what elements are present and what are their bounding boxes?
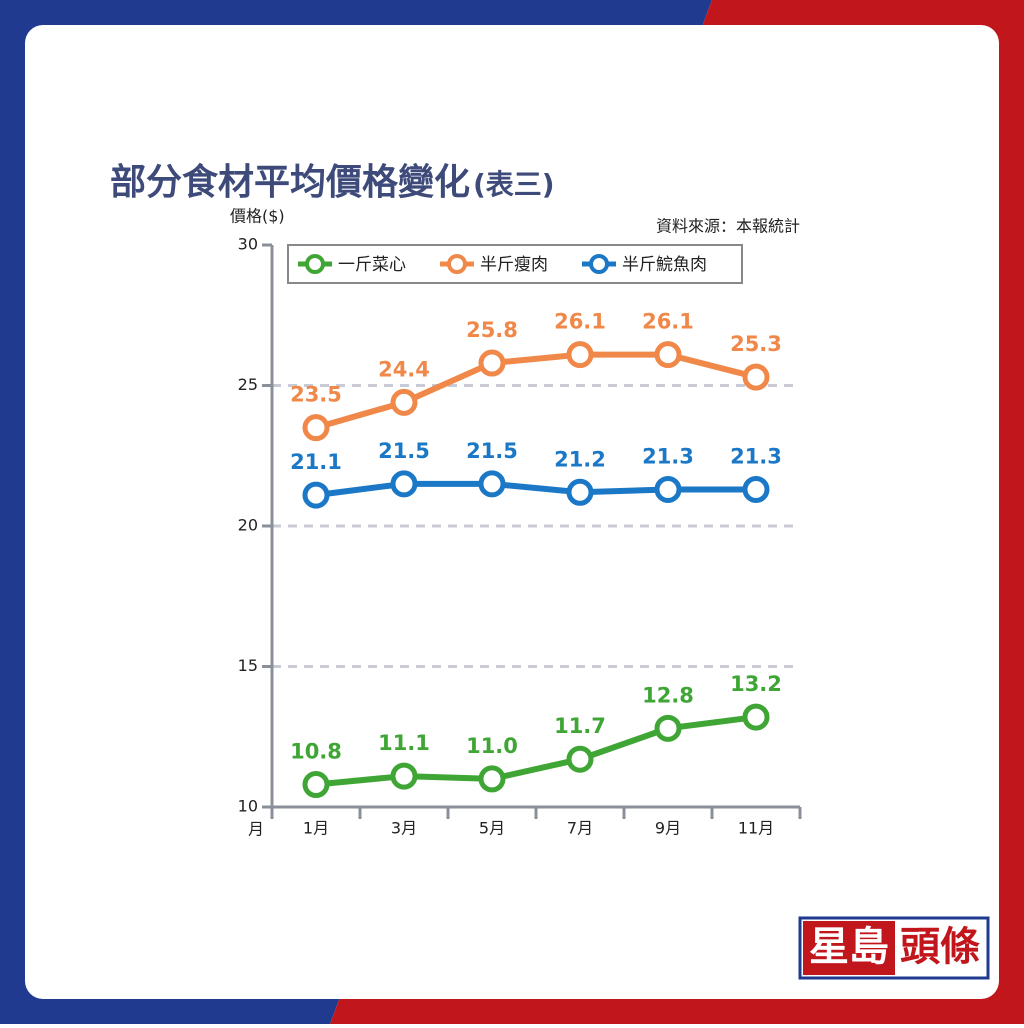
y-tick-label: 15 (238, 656, 258, 675)
data-point (654, 475, 682, 503)
x-axis-title: 月 (248, 820, 264, 839)
y-tick-label: 20 (238, 516, 258, 535)
data-point (566, 745, 594, 773)
logo: 星島 頭條 (798, 916, 990, 980)
chart-subtitle: (表三) (473, 168, 555, 201)
legend-label: 一斤菜心 (338, 255, 406, 275)
data-point (478, 765, 506, 793)
x-tick-label: 1月 (303, 819, 329, 838)
data-point (302, 414, 330, 442)
data-point (654, 714, 682, 742)
legend-label: 半斤鯇魚肉 (622, 255, 707, 275)
data-label: 24.4 (378, 357, 430, 381)
data-point (742, 703, 770, 731)
series-line (315, 480, 756, 499)
data-point (302, 771, 330, 799)
data-label: 11.7 (554, 714, 606, 738)
logo-right: 頭條 (900, 924, 980, 970)
x-tick-label: 3月 (391, 819, 417, 838)
data-label: 25.8 (466, 318, 518, 342)
data-label: 13.2 (730, 672, 782, 696)
legend-marker (447, 254, 467, 274)
data-label: 26.1 (642, 310, 694, 334)
x-tick-label: 5月 (479, 819, 505, 838)
logo-left: 星島 (809, 924, 889, 970)
data-label: 21.2 (554, 447, 606, 471)
legend-label: 半斤瘦肉 (480, 255, 548, 275)
data-label: 21.1 (290, 450, 342, 474)
data-label: 12.8 (642, 683, 694, 707)
data-point (478, 470, 506, 498)
y-tick-label: 25 (238, 375, 258, 394)
data-point (566, 478, 594, 506)
legend-marker (589, 254, 609, 274)
series-line (315, 351, 757, 431)
data-label: 21.3 (642, 444, 694, 468)
legend-box (287, 244, 743, 284)
data-point (654, 341, 682, 369)
y-tick-label: 10 (238, 797, 258, 816)
legend-marker (305, 254, 325, 274)
data-label: 23.5 (290, 383, 342, 407)
card (25, 25, 999, 999)
data-point (742, 475, 770, 503)
data-label: 25.3 (730, 332, 782, 356)
x-tick-label: 7月 (567, 819, 593, 838)
data-point (390, 762, 418, 790)
data-label: 21.5 (466, 439, 518, 463)
chart-title: 部分食材平均價格變化 (110, 162, 470, 203)
data-label: 10.8 (290, 740, 342, 764)
y-tick-label: 30 (238, 235, 258, 254)
data-point (478, 349, 506, 377)
data-label: 11.1 (378, 731, 430, 755)
data-label: 26.1 (554, 310, 606, 334)
x-tick-label: 9月 (655, 819, 681, 838)
source-note: 資料來源：本報統計 (656, 217, 800, 236)
data-label: 21.3 (730, 444, 782, 468)
y-axis-title: 價格($) (230, 207, 285, 226)
data-point (742, 363, 770, 391)
data-point (566, 341, 594, 369)
data-label: 11.0 (466, 734, 518, 758)
data-point (302, 481, 330, 509)
data-label: 21.5 (378, 439, 430, 463)
series-line (315, 714, 757, 788)
x-tick-label: 11月 (738, 819, 774, 838)
data-point (390, 388, 418, 416)
logo-red (803, 921, 895, 975)
data-point (390, 470, 418, 498)
